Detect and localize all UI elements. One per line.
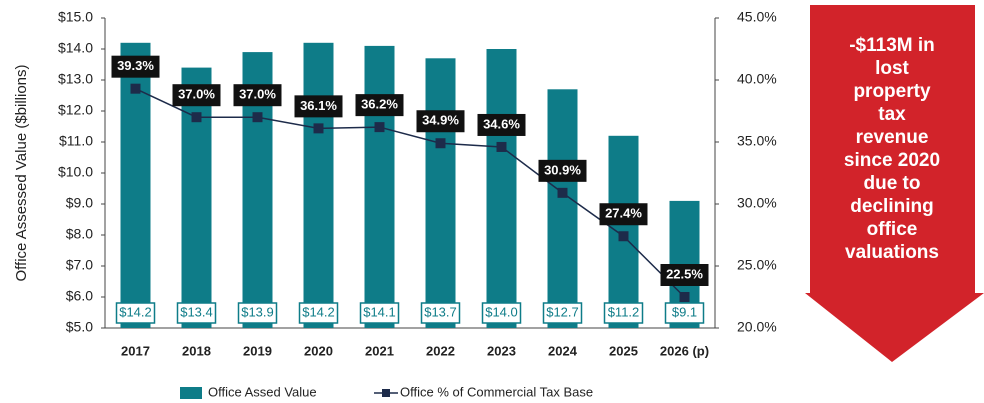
bar xyxy=(303,42,334,329)
value-label: 37.0% xyxy=(178,87,215,102)
marker xyxy=(679,292,690,302)
value-label: $11.2 xyxy=(608,304,640,319)
value-label-box xyxy=(359,302,400,324)
value-label-box xyxy=(298,302,339,324)
y2-tick-label: 35.0% xyxy=(737,133,777,149)
annotation-arrow xyxy=(805,5,984,362)
y-tick-label: $8.0 xyxy=(66,226,93,242)
y2-tick-label: 40.0% xyxy=(737,71,777,87)
marker xyxy=(557,187,568,198)
y-tick-label: $11.0 xyxy=(59,133,93,149)
y-tick-label: $13.0 xyxy=(58,71,93,87)
value-label-box xyxy=(664,302,705,324)
value-label-box xyxy=(477,113,526,136)
y2-tick-label: 30.0% xyxy=(737,195,777,211)
y2-tick-label: 25.0% xyxy=(737,257,777,273)
value-label-box xyxy=(599,203,648,226)
value-label-box xyxy=(172,84,221,107)
line xyxy=(135,88,686,298)
value-label: $13.9 xyxy=(241,304,274,319)
value-label: $14.1 xyxy=(363,304,396,319)
value-label: $13.7 xyxy=(424,304,457,319)
x-tick-label: 2020 xyxy=(304,343,333,358)
value-label: 39.3% xyxy=(117,58,154,73)
bar xyxy=(364,45,395,329)
y-tick-label: $7.0 xyxy=(66,257,93,273)
value-label: 37.0% xyxy=(239,87,276,102)
y-tick-label: $9.0 xyxy=(66,195,93,211)
bar xyxy=(425,58,456,329)
value-label-box xyxy=(538,159,587,182)
value-label: 36.2% xyxy=(361,97,398,112)
value-label-box xyxy=(416,110,465,133)
value-label-box xyxy=(237,302,278,324)
x-tick-label: 2025 xyxy=(609,343,638,358)
legend-label: Office % of Commercial Tax Base xyxy=(400,384,593,399)
value-label: 22.5% xyxy=(666,266,703,281)
value-label: $9.1 xyxy=(672,304,697,319)
value-label: $14.0 xyxy=(485,304,518,319)
x-tick-label: 2022 xyxy=(426,343,455,358)
y2-tick-label: 20.0% xyxy=(737,319,777,335)
value-label: 30.9% xyxy=(544,162,581,177)
bar xyxy=(547,89,578,328)
marker xyxy=(130,83,141,94)
y-tick-label: $12.0 xyxy=(58,102,93,118)
x-tick-label: 2023 xyxy=(487,343,516,358)
value-label: 34.9% xyxy=(422,113,459,128)
annotation: -$113M in lost property tax revenue sinc… xyxy=(843,35,941,263)
x-tick-label: 2024 xyxy=(548,343,578,358)
value-label: $12.7 xyxy=(546,304,579,319)
bar xyxy=(486,49,517,328)
marker xyxy=(435,138,446,149)
y-tick-label: $14.0 xyxy=(58,40,93,56)
value-label: $14.2 xyxy=(302,304,335,319)
y-tick-label: $5.0 xyxy=(66,319,93,335)
value-label-box xyxy=(115,302,156,324)
value-label-box xyxy=(603,302,644,324)
value-label-box xyxy=(233,84,282,107)
marker xyxy=(374,122,385,133)
y-tick-label: $15.0 xyxy=(58,9,93,25)
value-label-box xyxy=(294,95,343,118)
x-tick-label: 2018 xyxy=(182,343,211,358)
value-label-box xyxy=(481,302,522,324)
marker xyxy=(313,123,324,134)
y2-tick-label: 45.0% xyxy=(737,9,777,25)
legend-swatch xyxy=(382,389,390,397)
x-tick-label: 2019 xyxy=(243,343,272,358)
y-tick-label: $10.0 xyxy=(58,164,93,180)
marker xyxy=(496,141,507,152)
legend-label: Office Assed Value xyxy=(208,384,317,399)
value-label: 27.4% xyxy=(605,206,642,221)
value-label-box xyxy=(355,94,404,117)
value-label-box xyxy=(660,264,709,286)
x-tick-label: 2021 xyxy=(365,343,394,358)
value-label-box xyxy=(111,55,160,78)
marker xyxy=(252,112,263,123)
y-tick-label: $6.0 xyxy=(66,288,93,304)
x-tick-label: 2026 (p) xyxy=(660,343,709,358)
value-label: 36.1% xyxy=(300,98,337,113)
marker xyxy=(191,112,202,123)
value-label-box xyxy=(420,302,461,324)
x-tick-label: 2017 xyxy=(121,343,150,358)
value-label: 34.6% xyxy=(483,116,520,131)
y-axis-title: Office Assessed Value ($billions) xyxy=(13,64,30,281)
bar xyxy=(181,67,212,328)
value-label-box xyxy=(176,302,217,324)
value-label: $14.2 xyxy=(119,304,152,319)
legend-swatch xyxy=(180,387,202,399)
value-label: $13.4 xyxy=(180,304,213,319)
value-label-box xyxy=(542,302,583,324)
marker xyxy=(618,231,629,242)
